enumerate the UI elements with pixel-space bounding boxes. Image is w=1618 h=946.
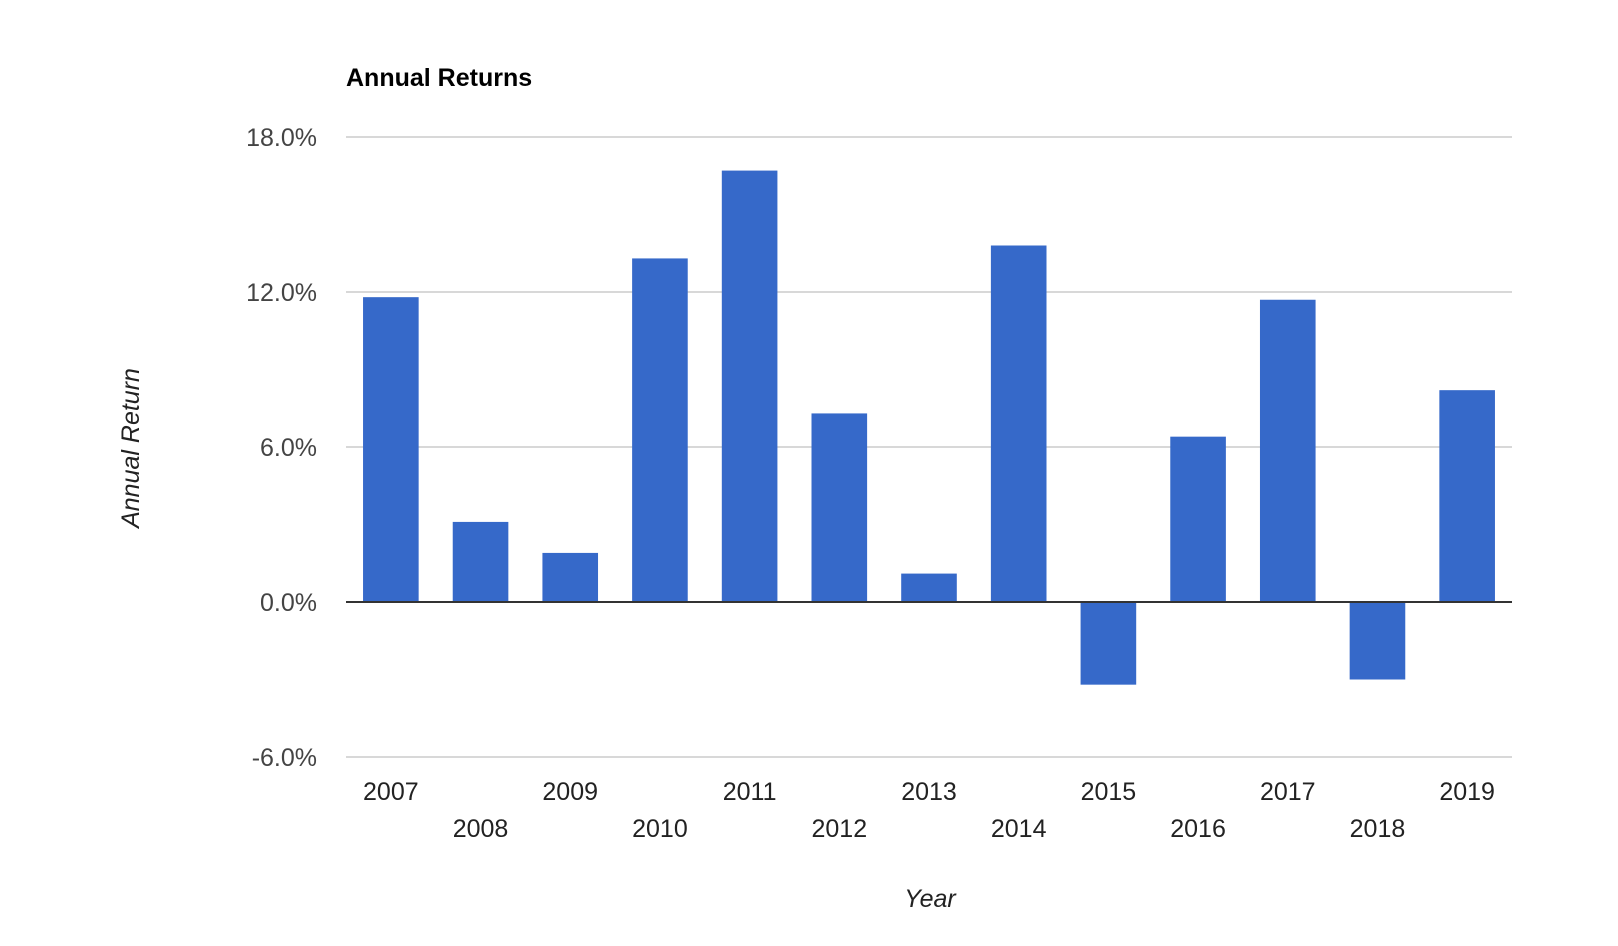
y-tick-label: -6.0%	[252, 744, 317, 772]
y-tick-label: 0.0%	[260, 589, 317, 617]
bar-2015	[1080, 602, 1137, 685]
bar-2008	[452, 521, 509, 602]
x-tick-label: 2009	[542, 778, 598, 806]
x-tick-label: 2016	[1170, 815, 1226, 843]
bar-2007	[363, 297, 419, 602]
x-axis-tick-labels: 2007 2008 2009 2010 2011 2012 2013 2014 2015 2016…	[363, 778, 1495, 843]
bar-2014	[990, 245, 1047, 602]
y-tick-label: 12.0%	[246, 279, 317, 307]
x-tick-label: 2008	[453, 815, 509, 843]
x-tick-label: 2012	[811, 815, 867, 843]
bars	[363, 170, 1495, 685]
x-tick-label: 2019	[1439, 778, 1495, 806]
chart-title: Annual Returns	[346, 64, 532, 92]
bar-2011	[721, 170, 778, 603]
x-tick-label: 2013	[901, 778, 957, 806]
y-tick-label: 18.0%	[246, 124, 317, 152]
x-tick-label: 2014	[991, 815, 1047, 843]
bar-2013	[901, 573, 957, 602]
x-axis-title: Year	[904, 885, 957, 913]
bar-2012	[811, 413, 868, 602]
x-tick-label: 2007	[363, 778, 419, 806]
bar-2010	[632, 258, 688, 602]
y-tick-label: 6.0%	[260, 434, 317, 462]
x-tick-label: 2011	[723, 778, 777, 806]
bar-2018	[1349, 602, 1406, 680]
y-axis-title: Annual Return	[117, 368, 145, 530]
gridlines	[346, 136, 1512, 758]
x-tick-label: 2018	[1350, 815, 1406, 843]
x-tick-label: 2015	[1081, 778, 1137, 806]
x-tick-label: 2017	[1260, 778, 1316, 806]
bar-2019	[1439, 390, 1495, 602]
bar-2016	[1170, 436, 1226, 602]
x-tick-label: 2010	[632, 815, 688, 843]
bar-2017	[1259, 299, 1316, 602]
y-axis-tick-labels: 18.0% 12.0% 6.0% 0.0% -6.0%	[246, 124, 317, 772]
bar-2009	[542, 552, 599, 602]
